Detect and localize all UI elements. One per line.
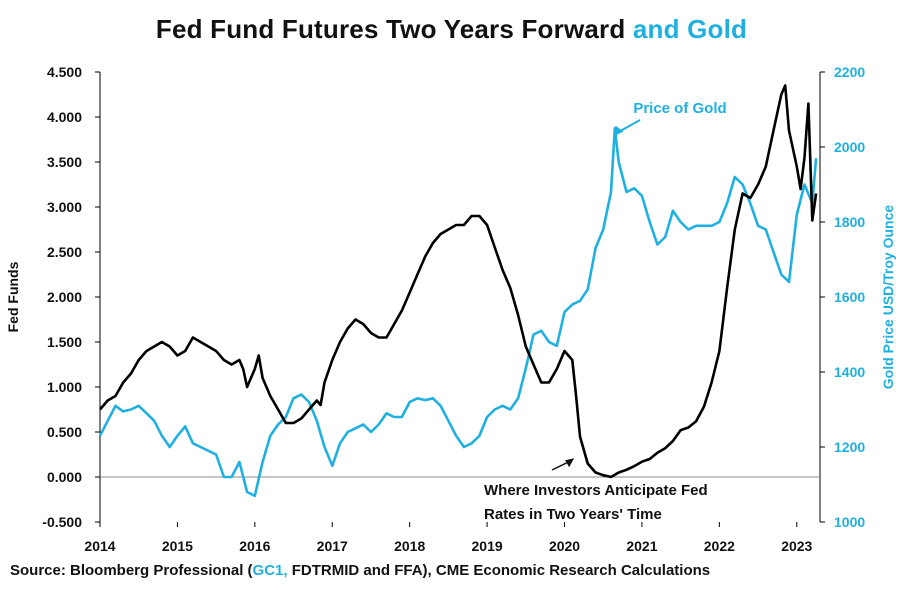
y-left-tick-label: 1.500 [47, 334, 82, 350]
fed-annotation-label: Where Investors Anticipate Fed [484, 482, 708, 499]
source-note: Source: Bloomberg Professional (GC1, FDT… [10, 562, 710, 579]
x-tick-label: 2022 [704, 538, 735, 554]
y-right-tick-label: 2200 [834, 64, 865, 80]
y-left-tick-label: 0.500 [47, 424, 82, 440]
y-right-tick-label: 1200 [834, 439, 865, 455]
y-left-tick-label: 2.000 [47, 289, 82, 305]
x-tick-label: 2020 [549, 538, 580, 554]
y-left-axis-title: Fed Funds [5, 261, 21, 332]
y-left-tick-label: 4.000 [47, 109, 82, 125]
y-right-tick-label: 2000 [834, 139, 865, 155]
fed-annotation-label: Rates in Two Years' Time [484, 506, 662, 523]
gold-annotation-label: Price of Gold [633, 100, 726, 117]
x-tick-label: 2016 [239, 538, 270, 554]
x-tick-label: 2015 [162, 538, 193, 554]
gold-annotation-arrowhead [614, 125, 624, 136]
y-left-tick-label: 2.500 [47, 244, 82, 260]
y-left-tick-label: -0.500 [42, 514, 82, 530]
y-right-tick-label: 1600 [834, 289, 865, 305]
x-tick-label: 2019 [472, 538, 503, 554]
chart-canvas: -0.500 0.000 0.500 1.000 1.500 2.000 2.500 3.00… [5, 64, 896, 554]
fed-annotation-arrowhead [565, 458, 575, 468]
y-left-tick-label: 1.000 [47, 379, 82, 395]
source-prefix: Source: Bloomberg Professional ( [10, 562, 253, 579]
y-right-tick-label: 1000 [834, 514, 865, 530]
source-highlight: GC1, [252, 562, 288, 579]
chart-title-accent: and Gold [632, 14, 748, 44]
x-tick-label: 2017 [317, 538, 348, 554]
x-tick-label: 2023 [781, 538, 812, 554]
source-suffix: FDTRMID and FFA), CME Economic Research … [287, 562, 711, 579]
y-right-tick-label: 1800 [834, 214, 865, 230]
y-left-tick-label: 0.000 [47, 469, 82, 485]
y-right-tick-label: 1400 [834, 364, 865, 380]
y-left-tick-label: 4.500 [47, 64, 82, 80]
gold-price-series-line [98, 127, 818, 498]
y-right-axis-title: Gold Price USD/Troy Ounce [880, 205, 896, 390]
x-tick-label: 2018 [394, 538, 425, 554]
chart-title: Fed Fund Futures Two Years Forward and G… [0, 14, 903, 45]
chart-title-main: Fed Fund Futures Two Years Forward [155, 14, 626, 44]
x-tick-label: 2014 [84, 538, 115, 554]
fed-funds-series-line [99, 84, 818, 479]
x-tick-label: 2021 [626, 538, 657, 554]
y-left-tick-label: 3.000 [47, 199, 82, 215]
y-left-tick-label: 3.500 [47, 154, 82, 170]
